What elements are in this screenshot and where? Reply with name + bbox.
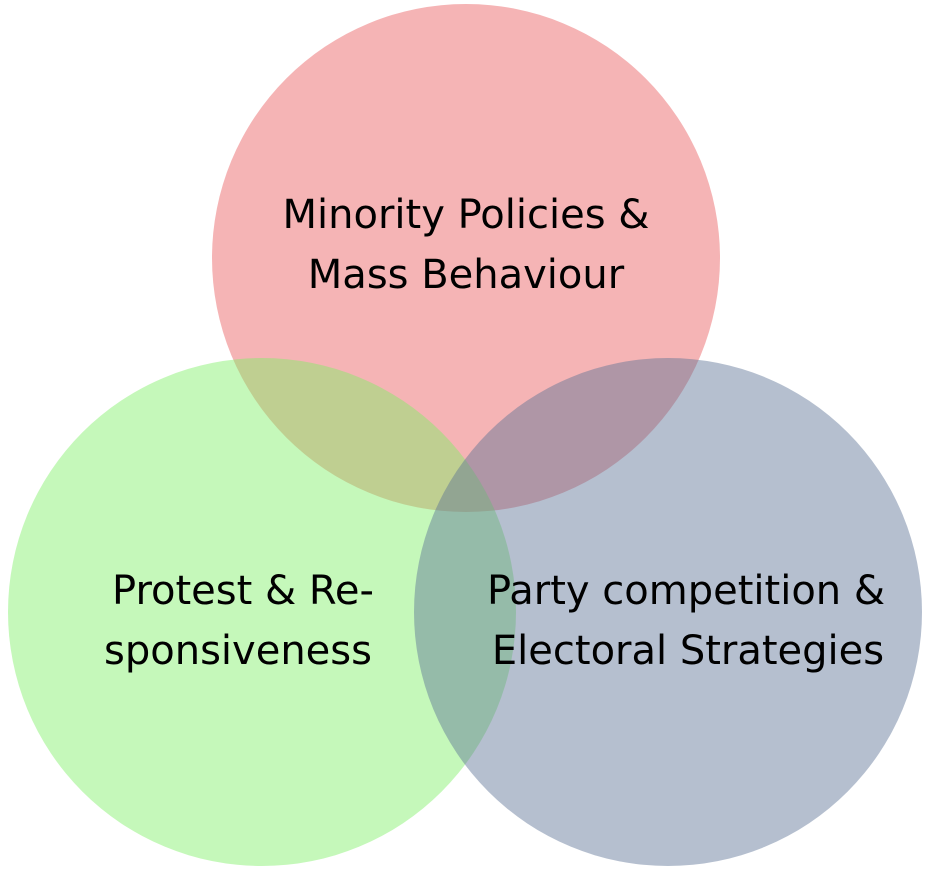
label-protest-line-1: Protest & Re- [112, 568, 374, 614]
label-minority-line-1: Minority Policies & [283, 192, 650, 238]
label-protest-line-2: sponsiveness [104, 628, 372, 674]
label-minority-line-2: Mass Behaviour [308, 252, 625, 298]
circle-party-competition [414, 358, 922, 866]
circle-minority-policies [212, 4, 720, 512]
label-party-line-1: Party competition & [487, 568, 885, 614]
label-party-line-2: Electoral Strategies [492, 628, 884, 674]
circle-protest-responsiveness [8, 358, 516, 866]
